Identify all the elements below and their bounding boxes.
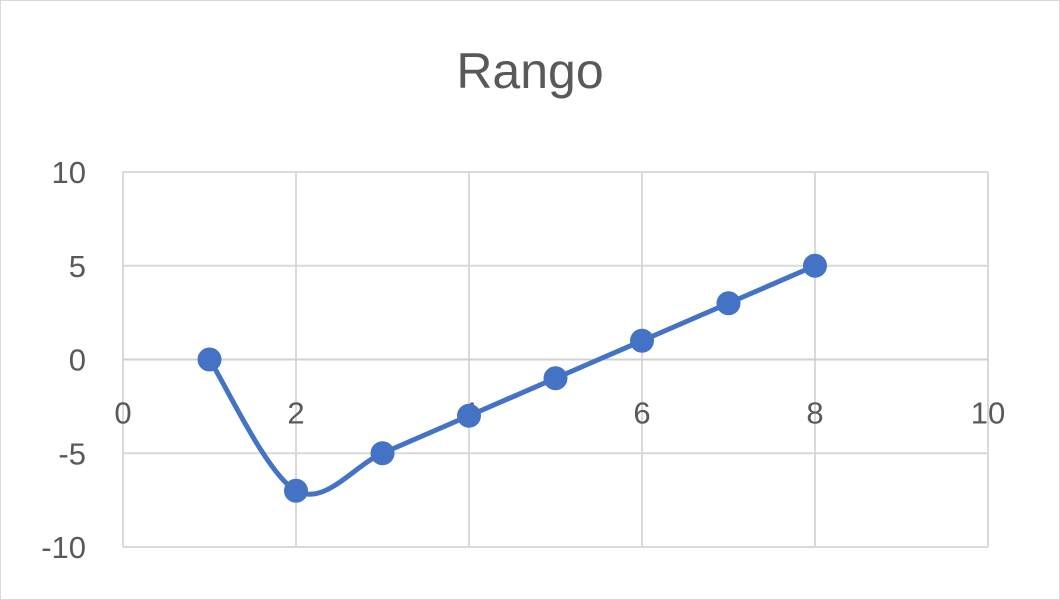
chart-title: Rango: [456, 43, 604, 99]
x-tick-label: 6: [633, 396, 650, 431]
data-point: [716, 291, 741, 316]
data-point: [284, 478, 308, 503]
y-tick-label: -10: [41, 530, 86, 565]
x-tick-label: 8: [806, 396, 823, 431]
data-point: [803, 253, 827, 278]
x-tick-label: 10: [971, 396, 1005, 431]
data-point: [630, 328, 654, 353]
y-tick-label: 0: [69, 343, 86, 378]
data-point: [370, 441, 395, 466]
data-point: [197, 347, 222, 372]
data-point: [457, 403, 481, 428]
x-tick-label: 0: [114, 396, 131, 431]
series: [197, 253, 827, 503]
data-point: [543, 366, 568, 391]
y-tick-label: -5: [58, 436, 86, 471]
y-tick-label: 5: [69, 249, 86, 284]
y-tick-label: 10: [52, 155, 86, 190]
x-tick-label: 2: [287, 396, 304, 431]
